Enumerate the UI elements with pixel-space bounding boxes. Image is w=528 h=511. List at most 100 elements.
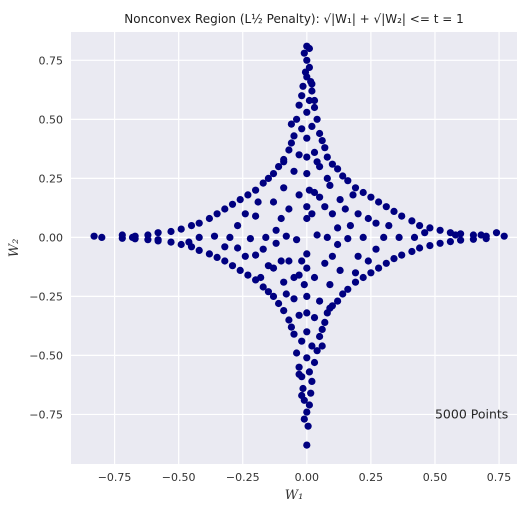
data-point xyxy=(259,179,267,187)
data-point xyxy=(336,266,344,274)
data-point xyxy=(316,332,324,341)
data-point xyxy=(280,184,288,192)
data-point xyxy=(221,205,229,213)
data-point xyxy=(303,354,311,362)
data-point xyxy=(303,134,311,142)
data-point xyxy=(313,115,321,123)
point-count-annotation: 5000 Points xyxy=(435,406,508,421)
data-point xyxy=(285,205,293,213)
data-point xyxy=(382,259,390,267)
y-tick-label: −0.75 xyxy=(29,408,63,421)
data-point xyxy=(436,226,444,234)
data-point xyxy=(351,184,360,192)
data-point xyxy=(144,236,152,244)
data-point xyxy=(390,255,398,263)
data-point xyxy=(308,377,316,385)
data-point xyxy=(398,212,406,220)
data-point xyxy=(308,80,316,88)
data-point xyxy=(316,193,324,201)
x-tick-label: 0.75 xyxy=(487,471,512,484)
data-point xyxy=(334,297,342,305)
data-point xyxy=(303,264,311,272)
data-point xyxy=(303,214,311,223)
data-point xyxy=(272,226,280,234)
data-point xyxy=(364,257,372,265)
data-point xyxy=(287,120,295,128)
data-point xyxy=(304,422,312,430)
data-point xyxy=(213,253,221,261)
data-point xyxy=(305,44,313,53)
data-point xyxy=(354,210,362,218)
data-point xyxy=(293,115,301,123)
data-point xyxy=(303,408,311,416)
x-tick-label: 0.00 xyxy=(295,471,320,484)
data-point xyxy=(334,240,342,249)
data-point xyxy=(321,203,329,211)
data-point xyxy=(307,389,315,397)
data-point xyxy=(308,122,316,130)
data-point xyxy=(359,233,367,241)
data-point xyxy=(410,233,419,241)
y-tick-label: −0.50 xyxy=(29,349,63,362)
x-axis-label: W₁ xyxy=(285,488,304,503)
data-point xyxy=(118,234,126,242)
data-point xyxy=(416,222,424,230)
data-point xyxy=(359,273,367,282)
data-point xyxy=(398,251,406,259)
data-point xyxy=(187,222,196,230)
data-point xyxy=(210,232,219,240)
data-point xyxy=(380,233,388,241)
data-point xyxy=(313,158,321,166)
data-point xyxy=(303,56,311,64)
data-point xyxy=(269,198,278,206)
data-point xyxy=(308,342,316,350)
data-point xyxy=(303,309,311,317)
data-point xyxy=(310,358,319,367)
data-point xyxy=(328,252,336,260)
data-point xyxy=(300,49,308,57)
data-point xyxy=(221,257,229,265)
data-point xyxy=(323,153,331,161)
data-point xyxy=(372,219,380,227)
y-tick-label: 0.00 xyxy=(39,231,64,244)
data-point xyxy=(310,273,319,282)
data-point xyxy=(310,96,319,105)
data-point xyxy=(275,299,283,308)
data-point xyxy=(275,163,283,171)
data-point xyxy=(236,196,244,204)
data-point xyxy=(323,233,331,241)
data-point xyxy=(303,203,311,211)
data-point xyxy=(269,170,278,178)
data-point xyxy=(244,191,252,199)
data-point xyxy=(234,222,242,230)
data-point xyxy=(282,290,290,298)
data-point xyxy=(303,153,311,161)
data-point xyxy=(241,210,249,218)
data-point xyxy=(372,245,380,253)
data-point xyxy=(303,250,311,258)
data-point xyxy=(500,232,508,240)
data-point xyxy=(436,239,444,247)
data-point xyxy=(236,266,244,274)
data-point xyxy=(298,92,306,100)
data-point xyxy=(234,244,242,252)
data-point xyxy=(262,233,270,241)
data-point xyxy=(285,146,293,154)
data-point xyxy=(298,257,306,265)
data-point xyxy=(339,290,347,298)
data-point xyxy=(300,415,308,423)
data-point xyxy=(252,186,260,194)
data-point xyxy=(492,229,501,237)
data-point xyxy=(359,188,367,197)
data-point xyxy=(446,238,454,246)
data-point xyxy=(185,238,193,246)
data-point xyxy=(221,243,229,251)
data-point xyxy=(167,238,175,246)
data-point xyxy=(246,235,254,243)
data-point xyxy=(264,174,272,182)
data-point xyxy=(154,229,162,237)
data-points xyxy=(90,42,508,449)
x-tick-label: −0.50 xyxy=(162,471,196,484)
data-point xyxy=(290,167,298,175)
data-point xyxy=(351,278,360,286)
